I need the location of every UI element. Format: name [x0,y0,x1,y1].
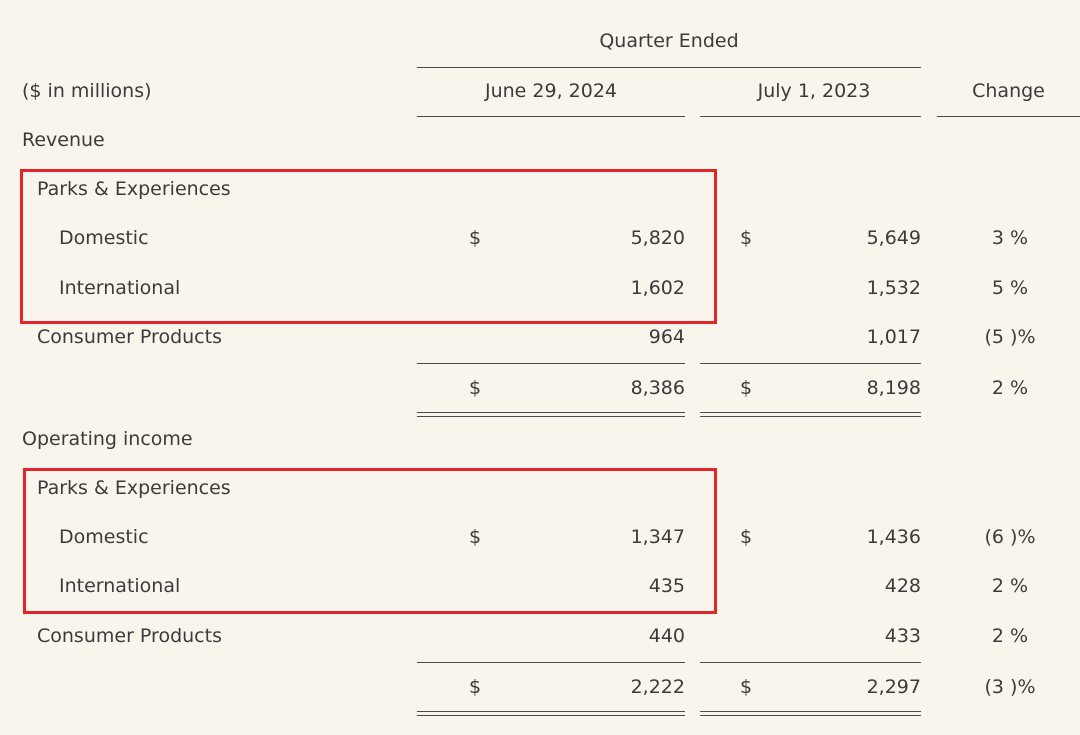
parks-experiences-label: Parks & Experiences [37,477,231,499]
total-double-rule-prior [700,412,921,417]
currency-symbol: $ [469,227,482,249]
value-change: 5 % [991,277,1029,299]
currency-symbol: $ [740,377,753,399]
value-change: (6 )% [984,526,1036,548]
value-current: 1,602 [630,277,685,299]
header-rule-prior [700,116,921,117]
parks-experiences-label: Parks & Experiences [37,178,231,200]
row-label: Consumer Products [37,625,222,647]
value-current: 964 [648,326,685,348]
total-prior: 2,297 [866,676,921,698]
value-current: 440 [648,625,685,647]
subtotal-rule-prior [700,662,921,663]
total-double-rule-prior [700,711,921,716]
total-change: 2 % [991,377,1029,399]
row-label: International [59,277,181,299]
currency-symbol: $ [740,676,753,698]
value-prior: 428 [884,575,921,597]
section-heading-revenue: Revenue [22,129,105,151]
row-label: Consumer Products [37,326,222,348]
value-change: 2 % [991,625,1029,647]
total-change: (3 )% [984,676,1036,698]
value-change: 2 % [991,575,1029,597]
value-prior: 5,649 [866,227,921,249]
value-prior: 1,436 [866,526,921,548]
highlight-box-operating-income-parks [23,468,717,614]
subtotal-rule-current [417,363,685,364]
value-current: 5,820 [630,227,685,249]
column-header-current: June 29, 2024 [484,80,618,102]
row-label: International [59,575,181,597]
units-label: ($ in millions) [22,80,152,102]
currency-symbol: $ [469,377,482,399]
currency-symbol: $ [740,227,753,249]
section-heading-operating-income: Operating income [22,428,193,450]
column-header-prior: July 1, 2023 [757,80,871,102]
subtotal-rule-current [417,662,685,663]
value-prior: 1,017 [866,326,921,348]
total-prior: 8,198 [866,377,921,399]
value-prior: 433 [884,625,921,647]
row-label: Domestic [59,227,149,249]
row-label: Domestic [59,526,149,548]
total-current: 2,222 [630,676,685,698]
subtotal-rule-prior [700,363,921,364]
column-header-change: Change [972,80,1045,102]
total-double-rule-current [417,711,685,716]
value-change: (5 )% [984,326,1036,348]
currency-symbol: $ [469,676,482,698]
header-rule-change [937,116,1080,117]
period-group-header: Quarter Ended [599,30,739,52]
value-change: 3 % [991,227,1029,249]
total-double-rule-current [417,412,685,417]
value-current: 435 [648,575,685,597]
currency-symbol: $ [740,526,753,548]
highlight-box-revenue-parks [20,169,717,324]
value-prior: 1,532 [866,277,921,299]
header-rule-current [417,116,685,117]
total-current: 8,386 [630,377,685,399]
value-current: 1,347 [630,526,685,548]
period-group-rule [417,67,921,68]
currency-symbol: $ [469,526,482,548]
